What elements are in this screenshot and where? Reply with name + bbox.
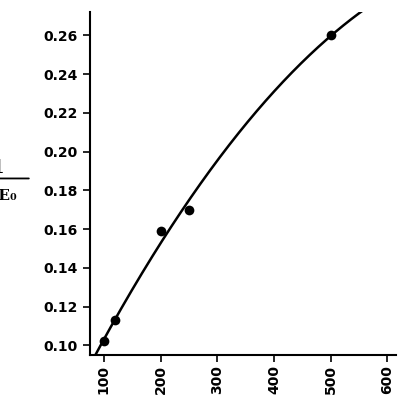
Text: 1: 1 xyxy=(0,159,4,177)
Point xyxy=(327,32,334,39)
Point xyxy=(157,228,164,234)
Point xyxy=(186,206,192,213)
Point xyxy=(101,338,107,345)
Point xyxy=(112,317,119,324)
Text: E–E₀: E–E₀ xyxy=(0,189,17,203)
